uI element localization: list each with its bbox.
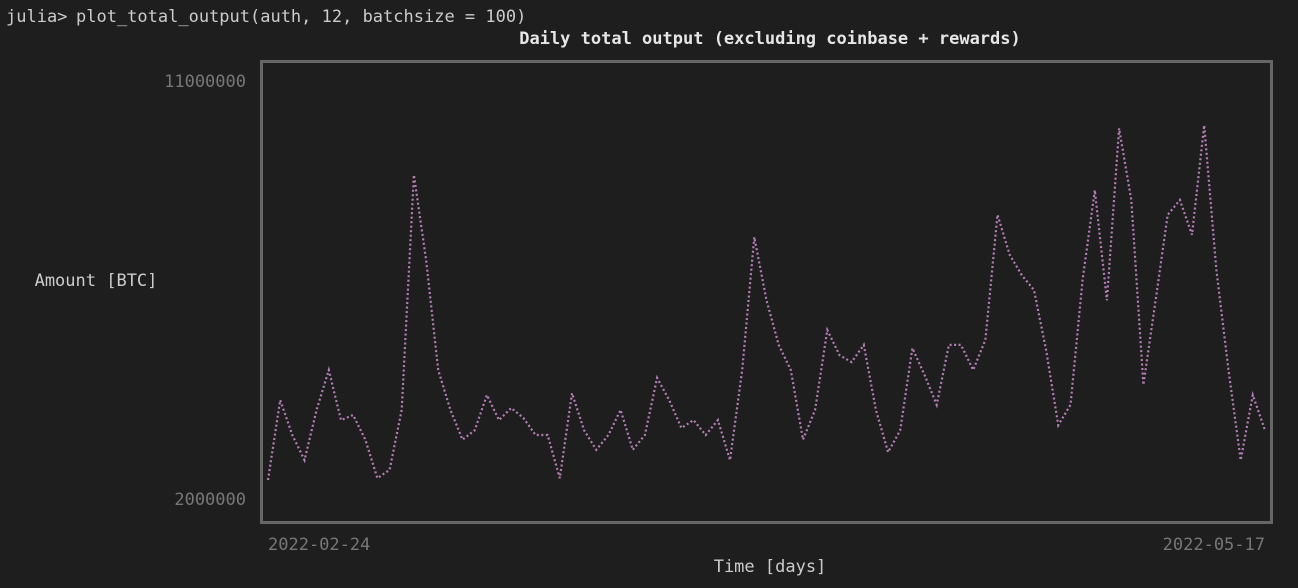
x-tick-label: 2022-02-24	[268, 535, 370, 555]
prompt: julia>	[6, 7, 67, 27]
x-axis-label: Time [days]	[714, 557, 827, 577]
plot-frame	[260, 60, 1273, 524]
y-tick-label: 11000000	[164, 72, 246, 92]
chart-title: Daily total output (excluding coinbase +…	[519, 29, 1021, 49]
y-axis-label: Amount [BTC]	[35, 271, 158, 291]
command: plot_total_output(auth, 12, batchsize = …	[76, 7, 526, 27]
y-tick-label: 2000000	[174, 490, 246, 510]
data-line	[266, 125, 1267, 481]
x-tick-label: 2022-05-17	[1163, 535, 1265, 555]
